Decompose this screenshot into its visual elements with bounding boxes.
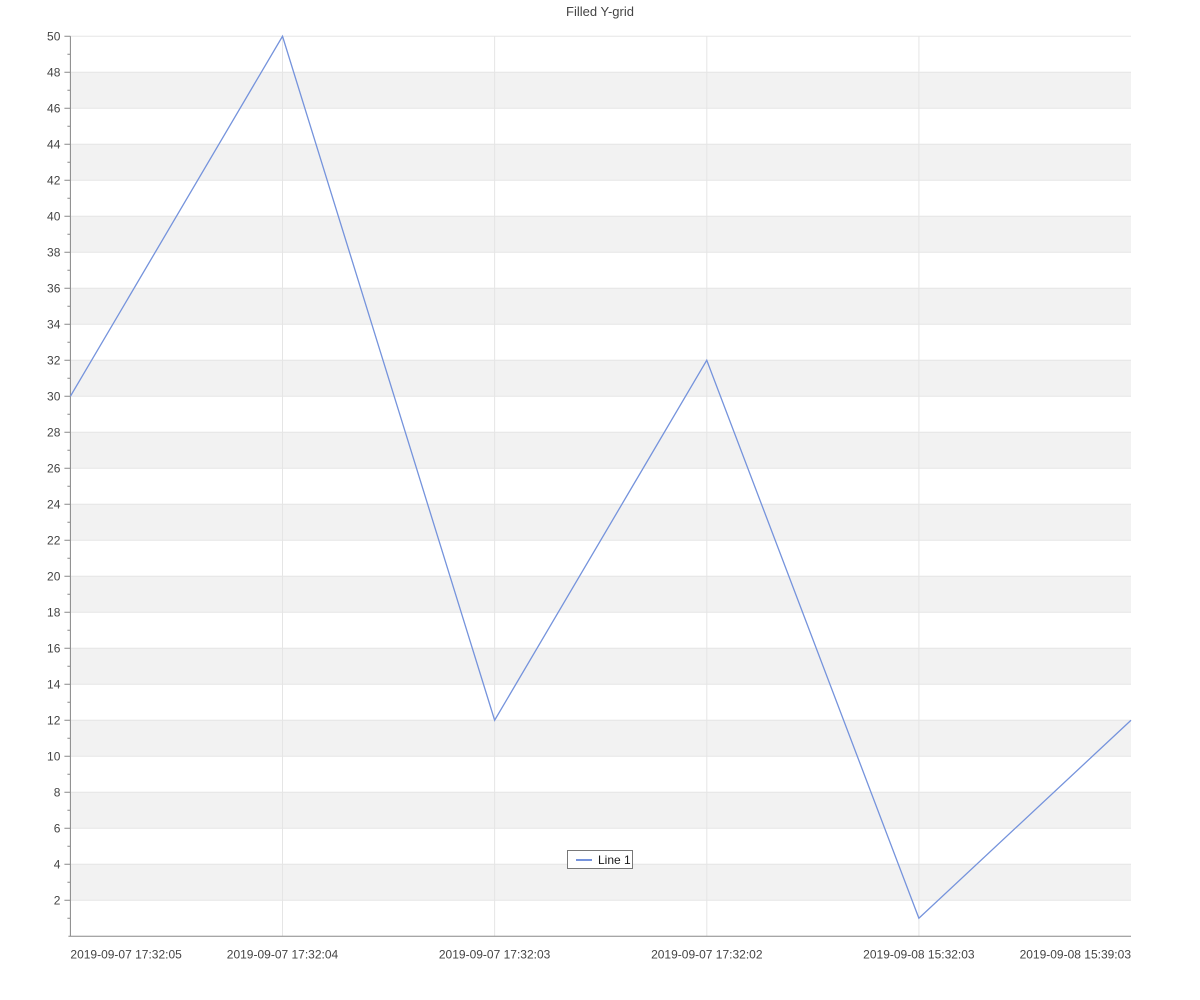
svg-text:8: 8	[54, 785, 61, 799]
svg-text:2019-09-07 17:32:03: 2019-09-07 17:32:03	[439, 947, 551, 961]
svg-text:50: 50	[47, 29, 61, 43]
svg-text:6: 6	[54, 821, 61, 835]
svg-text:34: 34	[47, 317, 61, 331]
svg-text:44: 44	[47, 137, 61, 151]
svg-text:20: 20	[47, 569, 61, 583]
svg-text:38: 38	[47, 245, 61, 259]
svg-text:32: 32	[47, 353, 61, 367]
svg-text:2019-09-07 17:32:05: 2019-09-07 17:32:05	[70, 947, 182, 961]
svg-text:46: 46	[47, 101, 61, 115]
svg-text:28: 28	[47, 425, 61, 439]
svg-text:2019-09-08 15:39:03: 2019-09-08 15:39:03	[1020, 947, 1132, 961]
svg-text:18: 18	[47, 605, 61, 619]
svg-text:2: 2	[54, 893, 61, 907]
svg-text:36: 36	[47, 281, 61, 295]
svg-text:2019-09-07 17:32:04: 2019-09-07 17:32:04	[227, 947, 339, 961]
svg-text:14: 14	[47, 677, 61, 691]
svg-text:16: 16	[47, 641, 61, 655]
svg-text:22: 22	[47, 533, 61, 547]
svg-text:30: 30	[47, 389, 61, 403]
svg-text:40: 40	[47, 209, 61, 223]
svg-text:2019-09-08 15:32:03: 2019-09-08 15:32:03	[863, 947, 975, 961]
svg-text:42: 42	[47, 173, 61, 187]
svg-text:48: 48	[47, 65, 61, 79]
svg-text:26: 26	[47, 461, 61, 475]
svg-text:4: 4	[54, 857, 61, 871]
svg-text:2019-09-07 17:32:02: 2019-09-07 17:32:02	[651, 947, 763, 961]
svg-text:10: 10	[47, 749, 61, 763]
svg-text:24: 24	[47, 497, 61, 511]
svg-text:12: 12	[47, 713, 61, 727]
